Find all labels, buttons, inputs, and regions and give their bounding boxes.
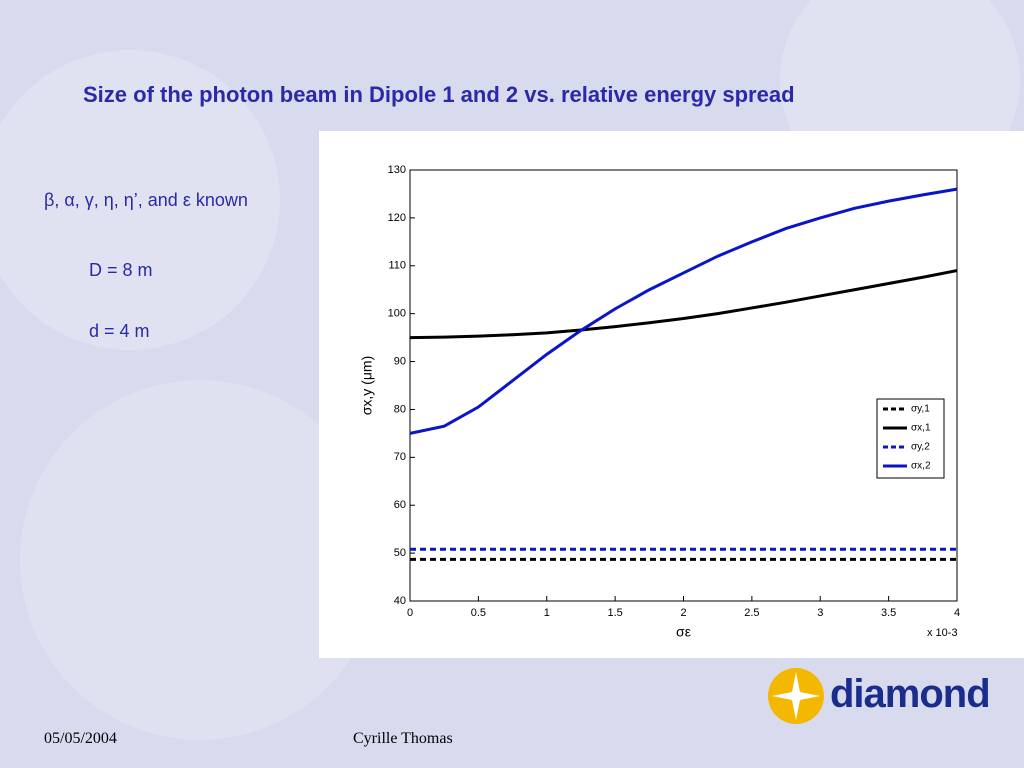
x-tick-label: 0 [407, 607, 413, 619]
legend-label: σy,2 [911, 442, 930, 453]
x-tick-label: 4 [954, 607, 960, 619]
x-tick-label: 3 [817, 607, 823, 619]
series-line [409, 269, 958, 340]
x-tick-label: 0.5 [471, 607, 486, 619]
logo-text: diamond [830, 672, 991, 716]
y-tick-label: 110 [388, 260, 406, 272]
series-line [409, 187, 958, 435]
y-tick-label: 40 [394, 595, 406, 607]
y-tick-label: 90 [394, 355, 406, 367]
x-tick-label: 1.5 [607, 607, 622, 619]
logo-icon [768, 668, 824, 724]
y-tick-label: 100 [388, 308, 406, 320]
legend-label: σx,1 [911, 423, 931, 434]
date: 05/05/2004 [44, 730, 117, 747]
d-text: d = 4 m [89, 321, 150, 341]
x-tick-label: 1 [544, 607, 550, 619]
x-tick-label: 2 [680, 607, 686, 619]
y-tick-label: 60 [394, 499, 406, 511]
x-tick-label: 2.5 [744, 607, 759, 619]
x-tick-label: 3.5 [881, 607, 896, 619]
y-axis-label: σx,y (μm) [359, 356, 375, 415]
y-tick-label: 70 [394, 451, 406, 463]
slide-title: Size of the photon beam in Dipole 1 and … [83, 82, 795, 107]
known-text: β, α, γ, η, η’, and ε known [44, 190, 248, 210]
author: Cyrille Thomas [353, 730, 453, 747]
y-tick-label: 130 [388, 164, 406, 176]
x-axis-label: σε [676, 624, 691, 640]
x-multiplier: x 10-3 [927, 627, 958, 639]
y-tick-label: 80 [394, 403, 406, 415]
D-text: D = 8 m [89, 260, 153, 280]
legend-label: σx,2 [911, 461, 931, 472]
chart: 40 50 60 70 80 90 100 110 120 130 0 0.5 1 1.5 2 2.5 3 3.5… [319, 131, 1024, 658]
y-tick-label: 120 [388, 212, 406, 224]
legend-label: σy,1 [911, 404, 930, 415]
plot-frame [409, 169, 958, 602]
y-tick-label: 50 [394, 547, 406, 559]
